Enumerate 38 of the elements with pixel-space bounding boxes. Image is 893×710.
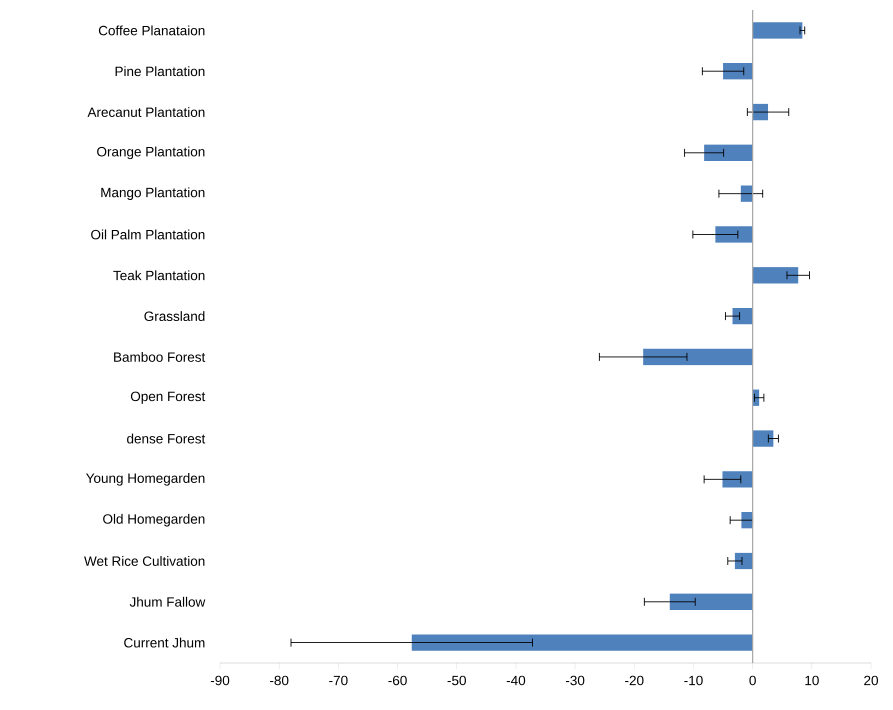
y-tick-label: Young Homegarden <box>86 473 204 486</box>
bar <box>704 144 753 162</box>
bar <box>752 430 774 447</box>
bar <box>643 348 753 366</box>
x-tick-label: 10 <box>805 676 819 686</box>
x-tick-label: -70 <box>329 676 348 686</box>
y-tick-label: Grassland <box>144 311 204 322</box>
x-tick-label: -90 <box>210 676 230 686</box>
y-tick-label: Teak Plantation <box>113 270 204 280</box>
y-tick-label: dense Forest <box>127 434 206 444</box>
y-tick-label: Arecanut Plantation <box>88 107 204 117</box>
x-tick-label: -80 <box>270 676 288 686</box>
y-tick-label: Wet Rice Cultivation <box>84 556 204 566</box>
y-tick-label: Current Jhum <box>124 638 204 648</box>
y-tick-label: Oil Palm Plantation <box>91 230 204 240</box>
bar <box>732 308 753 324</box>
x-tick-label: 20 <box>864 676 878 686</box>
bar <box>752 104 768 120</box>
y-tick-label: Old Homegarden <box>103 514 204 526</box>
y-tick-label: Jhum Fallow <box>130 596 206 607</box>
y-tick-label: Open Forest <box>130 392 206 404</box>
y-tick-label: Bamboo Forest <box>114 352 206 362</box>
y-tick-label: Pine Plantation <box>116 66 204 76</box>
bar <box>670 594 753 610</box>
x-tick-label: -40 <box>506 676 526 686</box>
bar <box>412 634 753 651</box>
y-tick-label: Orange Plantation <box>97 146 204 160</box>
x-tick-label: -30 <box>566 676 584 686</box>
bar <box>734 552 753 570</box>
x-tick-label: -50 <box>448 676 466 686</box>
bar <box>752 22 802 39</box>
y-tick-label: Mango Plantation <box>101 187 204 200</box>
x-tick-label: -20 <box>625 676 644 686</box>
bar <box>752 267 798 284</box>
x-tick-label: -60 <box>388 676 407 686</box>
x-tick-label: 0 <box>749 676 756 686</box>
y-tick-label: Coffee Planataion <box>98 25 204 36</box>
x-tick-label: -10 <box>684 676 703 686</box>
